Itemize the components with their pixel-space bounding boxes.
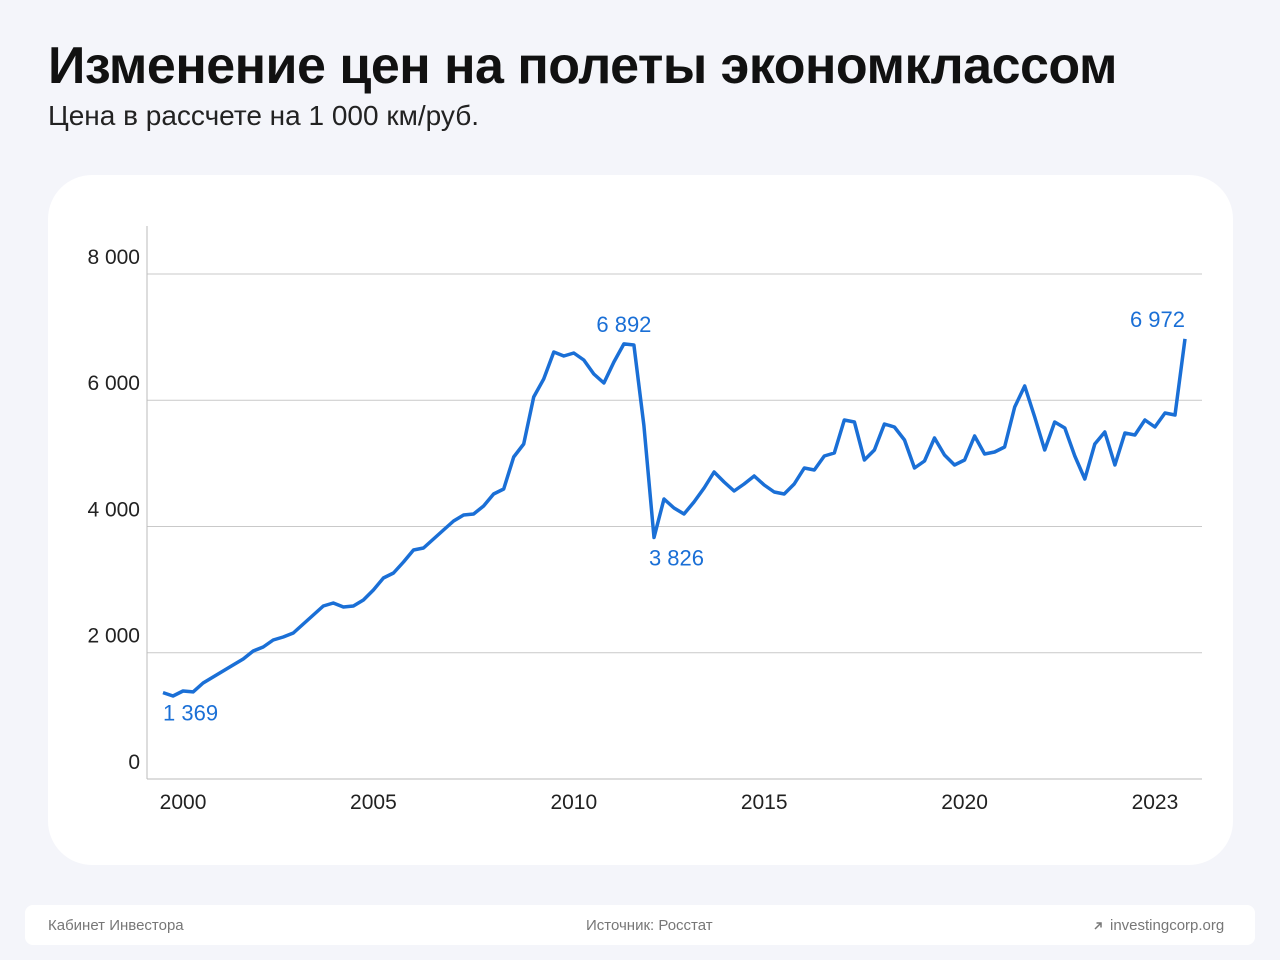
data-label: 6 892 <box>596 312 651 337</box>
y-tick-label: 6 000 <box>87 372 140 395</box>
footer-source: Источник: Росстат <box>586 917 713 934</box>
x-tick-label: 2020 <box>941 791 988 814</box>
y-tick-label: 2 000 <box>87 625 140 648</box>
y-tick-label: 8 000 <box>87 246 140 269</box>
chart-card: 0 2 000 4 000 6 000 8 000 2000 2005 2010 2015 202… <box>48 175 1233 865</box>
x-tick-label: 2015 <box>741 791 788 814</box>
line-series <box>162 338 1187 698</box>
y-tick-label: 4 000 <box>87 498 140 521</box>
footer: Кабинет Инвестора Источник: Росстат inve… <box>25 905 1255 945</box>
chart-subtitle: Цена в рассчете на 1 000 км/руб. <box>48 100 480 131</box>
x-tick-label: 2000 <box>160 791 207 814</box>
y-tick-label: 0 <box>128 751 140 774</box>
footer-brand: Кабинет Инвестора <box>48 917 184 934</box>
chart: 0 2 000 4 000 6 000 8 000 2000 2005 2010 2015 202… <box>87 226 1202 814</box>
x-tick-label: 2023 <box>1132 791 1179 814</box>
chart-title: Изменение цен на полеты экономклассом <box>48 37 1117 95</box>
x-tick-label: 2010 <box>550 791 597 814</box>
data-label: 3 826 <box>649 545 704 570</box>
data-label: 1 369 <box>163 701 218 726</box>
data-label: 6 972 <box>1130 307 1185 332</box>
footer-link[interactable]: investingcorp.org <box>1110 917 1225 934</box>
link-icon <box>1094 922 1102 930</box>
x-tick-label: 2005 <box>350 791 397 814</box>
